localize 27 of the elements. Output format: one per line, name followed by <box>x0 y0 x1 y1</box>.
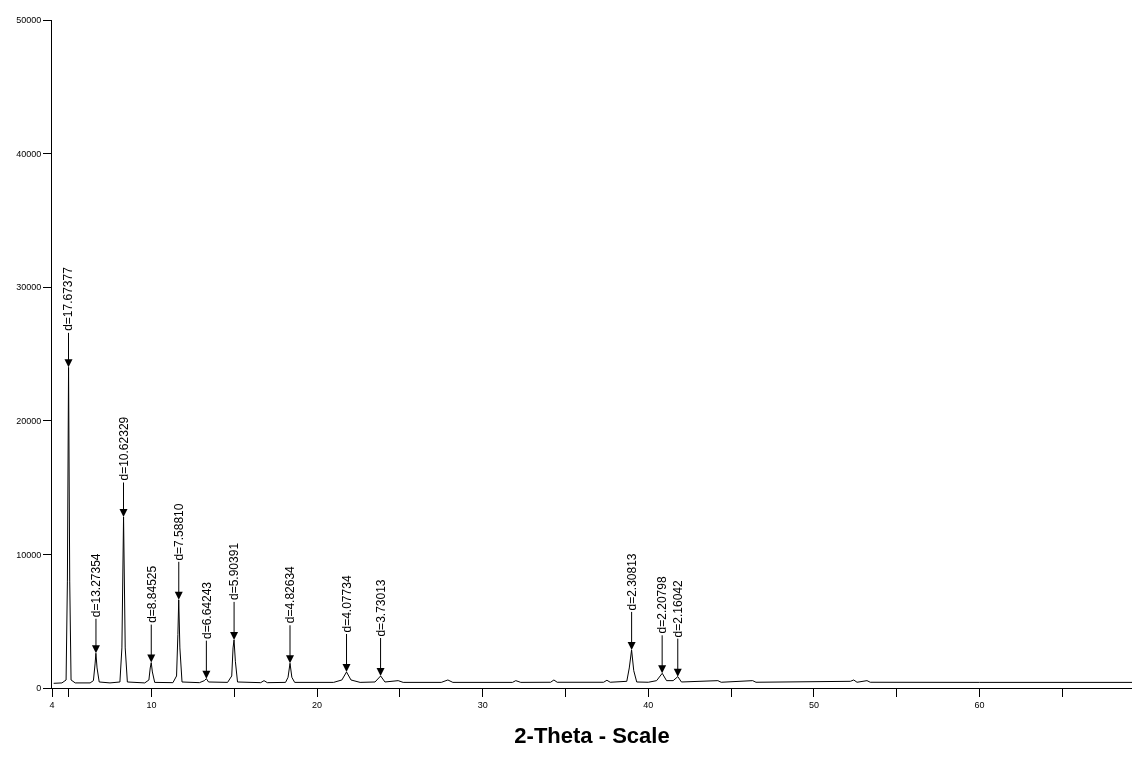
x-tick-label: 4 <box>49 699 55 710</box>
y-tick-label: 50000 <box>16 15 42 26</box>
x-tick-label: 10 <box>146 699 157 710</box>
y-tick-label: 0 <box>36 683 42 694</box>
annotation: d=2.20798 <box>654 576 669 634</box>
annotation: d=4.07734 <box>339 575 354 633</box>
annotation: d=4.82634 <box>282 565 297 624</box>
annotation: d=6.64243 <box>199 581 214 640</box>
annotation: d=3.73013 <box>373 579 388 637</box>
x-tick-label: 40 <box>643 699 654 710</box>
annotation: d=13.27354 <box>88 553 103 618</box>
y-tick-label: 30000 <box>16 282 42 293</box>
x-tick-label: 20 <box>312 699 323 710</box>
y-tick-label: 10000 <box>16 549 42 560</box>
annotation: d=5.90391 <box>227 542 242 600</box>
annotation: d=7.58810 <box>171 503 186 561</box>
x-tick-label: 30 <box>477 699 488 710</box>
x-tick-label: 50 <box>808 699 819 710</box>
y-tick-label: 40000 <box>16 148 42 159</box>
annotation: d=2.30813 <box>624 553 639 611</box>
annotation: d=2.16042 <box>671 580 686 638</box>
annotation: d=8.84525 <box>144 565 159 623</box>
annotation: d=10.62329 <box>116 416 131 481</box>
y-tick-label: 20000 <box>16 415 42 426</box>
annotation: d=17.67377 <box>61 266 76 331</box>
x-axis-title: 2-Theta - Scale <box>514 722 670 748</box>
x-tick-label: 60 <box>974 699 985 710</box>
